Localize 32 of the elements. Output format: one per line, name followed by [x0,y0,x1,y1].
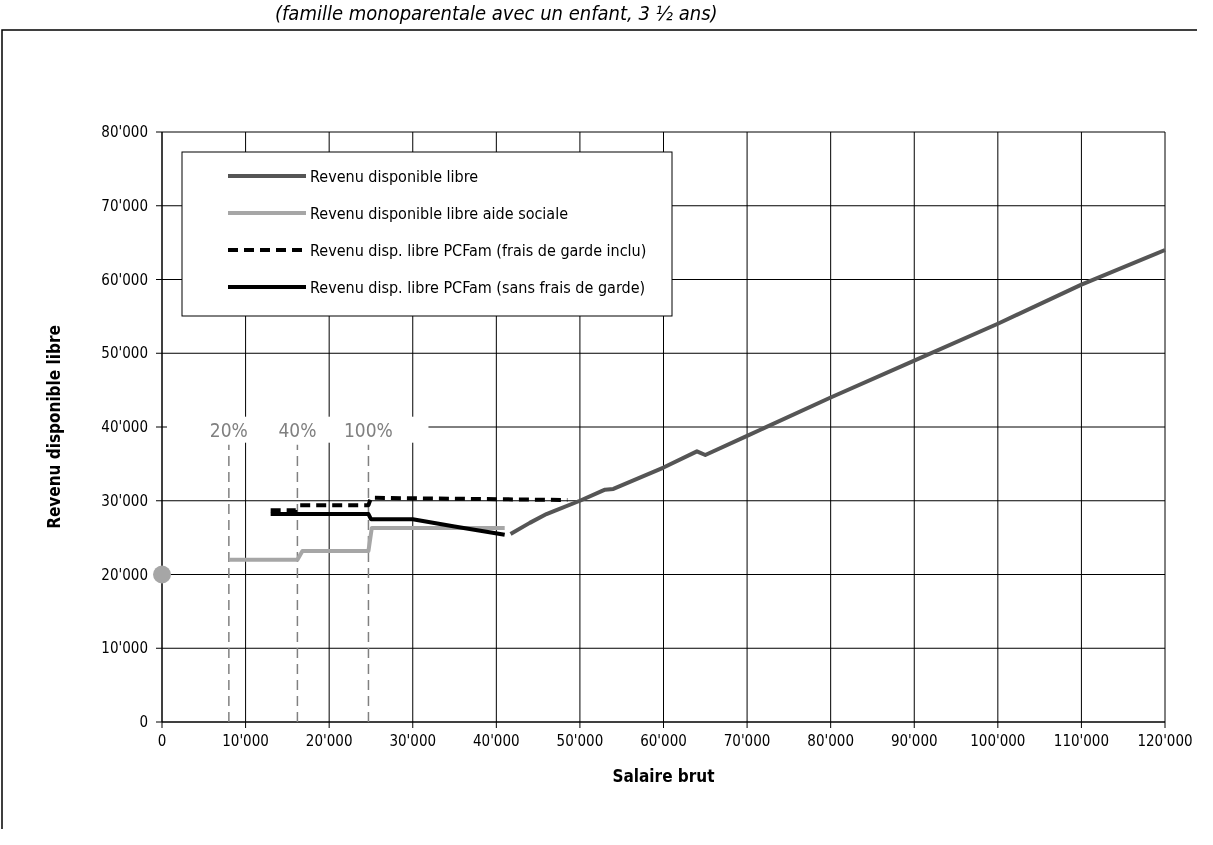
y-tick-label: 80'000 [101,123,148,141]
x-tick-label: 120'000 [1137,732,1193,750]
x-tick-label: 70'000 [723,732,771,750]
y-axis-title: Revenu disponible libre [44,325,64,529]
annotation: 20% [209,418,248,441]
y-tick-label: 40'000 [101,418,148,436]
legend-label: Revenu disp. libre PCFam (frais de garde inclu) [310,241,647,260]
y-tick-label: 70'000 [101,196,148,215]
x-tick-label: 110'000 [1053,732,1110,750]
x-tick-label: 10'000 [222,732,269,750]
x-axis-title: Salaire brut [612,766,715,786]
x-tick-label: 60'000 [640,732,687,750]
annotation: 40% [278,418,317,441]
legend-label: Revenu disponible libre aide sociale [310,204,569,223]
y-tick-label: 20'000 [101,565,148,584]
x-tick-label: 80'000 [807,732,854,750]
y-tick-label: 60'000 [101,270,148,289]
x-tick-label: 20'000 [305,732,353,750]
x-tick-label: 90'000 [890,732,938,750]
x-tick-label: 100'000 [970,732,1026,750]
x-tick-label: 40'000 [473,732,520,750]
annotation: 100% [344,418,393,441]
y-tick-label: 50'000 [101,344,148,363]
y-tick-label: 30'000 [101,491,148,510]
legend-label: Revenu disp. libre PCFam (sans frais de garde) [310,278,646,297]
y-tick-label: 0 [139,713,148,731]
x-tick-label: 0 [157,732,167,750]
chart-title: (famille monoparentale avec un enfant, 3 ½ ans) [275,1,718,25]
y-tick-label: 10'000 [101,639,148,658]
x-tick-label: 30'000 [389,732,437,750]
legend-label: Revenu disponible libre [310,167,479,186]
x-tick-label: 50'000 [556,732,604,750]
